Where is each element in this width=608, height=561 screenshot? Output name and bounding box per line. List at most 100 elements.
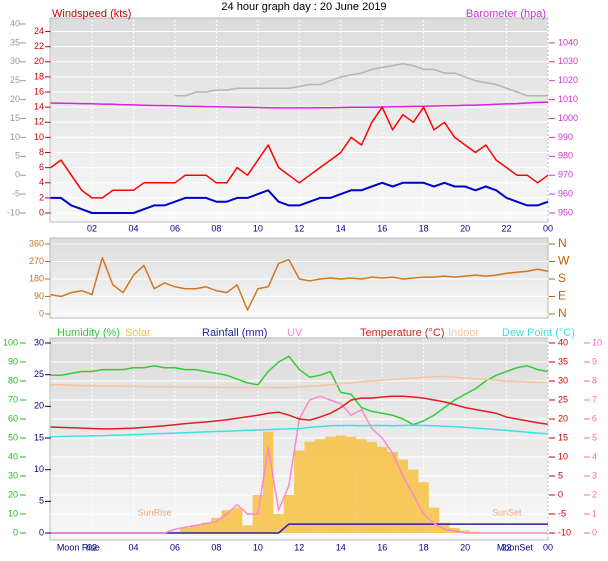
x-tick-label: 02: [87, 223, 97, 233]
y-tick-label: 0: [592, 527, 597, 537]
y-tick-label: 5: [592, 432, 597, 442]
y-tick-label: 6: [592, 413, 597, 423]
y-tick-label: 100: [3, 337, 18, 347]
text-layer: 24 hour graph day : 20 June 2019 Windspe…: [3, 1, 602, 552]
y-tick-label: 90: [34, 291, 44, 301]
y-tick-label: 6: [39, 162, 44, 172]
y-tick-label: 25: [10, 75, 20, 85]
y-tick-label: 1010: [558, 94, 578, 104]
solar-bar: [325, 436, 336, 533]
series-line: [50, 256, 549, 311]
y-tick-label: 5: [15, 151, 20, 161]
solar-bar: [231, 507, 243, 533]
y-tick-label: E: [558, 289, 566, 303]
y-tick-label: 14: [34, 102, 44, 112]
x-tick-label: 10: [253, 223, 263, 233]
y-tick-label: 1020: [558, 75, 578, 85]
x-tick-label: 22: [502, 542, 512, 552]
y-tick-label: 60: [8, 413, 18, 423]
y-tick-label: 25: [34, 369, 44, 379]
y-tick-label: 20: [34, 56, 44, 66]
y-tick-label: 20: [10, 94, 20, 104]
legend-label: Humidity (%): [57, 327, 120, 339]
y-tick-label: S: [558, 271, 566, 285]
y-tick-label: 0: [558, 489, 563, 499]
y-tick-label: 40: [10, 18, 20, 28]
y-tick-label: 30: [34, 337, 44, 347]
solar-bar: [200, 522, 212, 533]
annotation: MoonSet: [497, 542, 534, 552]
solar-bar: [356, 439, 367, 533]
y-tick-label: 70: [8, 394, 18, 404]
annotation: SunSet: [492, 507, 522, 517]
y-tick-label: 2: [39, 192, 44, 202]
solar-bar: [314, 439, 326, 533]
y-tick-label: 0: [39, 308, 44, 318]
solar-bar: [459, 530, 471, 533]
marks-layer: [50, 62, 549, 534]
y-tick-label: 10: [34, 464, 44, 474]
x-tick-label: 14: [336, 542, 346, 552]
solar-bar: [242, 525, 253, 533]
y-tick-label: 5: [39, 496, 44, 506]
x-tick-label: 06: [170, 223, 180, 233]
y-tick-label: 970: [558, 170, 573, 180]
y-tick-label: 270: [29, 256, 44, 266]
solar-bar: [439, 522, 450, 533]
legend-label: Rainfall (mm): [202, 327, 267, 339]
solar-bar: [418, 482, 429, 533]
x-tick-label: 12: [294, 542, 304, 552]
y-tick-label: 20: [8, 489, 18, 499]
solar-bar: [377, 446, 388, 533]
x-tick-label: 08: [211, 223, 221, 233]
legend-label: Indoor: [448, 327, 480, 339]
x-tick-label: 22: [502, 223, 512, 233]
y-tick-label: -10: [7, 207, 20, 217]
x-tick-label: 00: [543, 223, 553, 233]
y-tick-label: 10: [10, 132, 20, 142]
legend-label: Solar: [125, 327, 151, 339]
series-line: [50, 181, 549, 214]
x-tick-label: 16: [377, 542, 387, 552]
legend-label: UV: [287, 327, 303, 339]
y-tick-label: 0: [15, 170, 20, 180]
x-tick-label: 12: [294, 223, 304, 233]
x-tick-label: 04: [128, 223, 138, 233]
barometer-axis-title: Barometer (hpa): [466, 8, 546, 20]
solar-bar: [283, 495, 295, 533]
x-tick-label: 20: [460, 542, 470, 552]
solar-bar: [211, 517, 222, 533]
y-tick-label: 30: [558, 375, 568, 385]
y-tick-label: 25: [558, 394, 568, 404]
legend-label: Dew Point (°C): [502, 327, 575, 339]
y-tick-label: 15: [34, 432, 44, 442]
y-tick-label: 1000: [558, 113, 578, 123]
y-tick-label: 16: [34, 86, 44, 96]
y-tick-label: -5: [12, 188, 20, 198]
series-line: [50, 106, 549, 199]
y-tick-label: 0: [13, 527, 18, 537]
x-tick-label: 04: [128, 542, 138, 552]
series-line: [174, 62, 548, 97]
y-tick-label: 180: [29, 273, 44, 283]
y-tick-label: 1040: [558, 37, 578, 47]
y-tick-label: -5: [558, 508, 566, 518]
solar-bar: [428, 507, 440, 533]
y-tick-label: 30: [8, 470, 18, 480]
series-line: [50, 395, 549, 430]
y-tick-label: 4: [39, 177, 44, 187]
y-tick-label: 20: [558, 413, 568, 423]
y-tick-label: 50: [8, 432, 18, 442]
y-tick-label: 1: [592, 508, 597, 518]
y-tick-label: 20: [34, 401, 44, 411]
series-line: [50, 355, 549, 426]
y-tick-label: N: [558, 306, 567, 320]
y-tick-label: 15: [558, 432, 568, 442]
y-tick-label: 10: [558, 451, 568, 461]
x-tick-label: 16: [377, 223, 387, 233]
solar-bar: [221, 510, 232, 533]
solar-bar: [335, 435, 346, 533]
solar-bar: [387, 451, 398, 533]
annotation: SunRise: [138, 507, 172, 517]
y-tick-label: 10: [8, 508, 18, 518]
